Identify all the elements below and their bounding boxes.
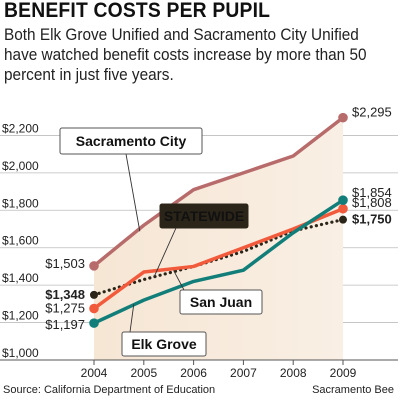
- callout-leader-san-juan: [173, 270, 185, 291]
- end-value-label: $1,808: [352, 195, 392, 210]
- x-tick-label: 2006: [180, 366, 207, 380]
- callout-label-statewide: STATEWIDE: [164, 208, 244, 224]
- series-callouts: Sacramento City STATEWIDE San Juan Elk Grov…: [59, 127, 263, 357]
- sacramento-area-fill: [94, 117, 343, 361]
- source-note: Source: California Department of Educati…: [3, 384, 216, 396]
- y-tick-label: $1,600: [2, 234, 39, 248]
- callout-box-san-juan: [179, 289, 263, 315]
- callout-label-elk-grove: Elk Grove: [131, 336, 197, 352]
- start-point: [89, 261, 99, 271]
- axes: $1,000 $1,200 $1,400 $1,600 $1,800 $2,000 $2,2…: [0, 121, 398, 380]
- end-value-label: $1,750: [352, 212, 392, 227]
- end-value-label: $2,295: [352, 105, 392, 120]
- start-point: [89, 318, 99, 328]
- start-value-label: $1,348: [45, 287, 85, 302]
- series-line-sacramento-city: [92, 115, 345, 268]
- end-value-label: $1,854: [352, 185, 392, 200]
- end-point: [338, 203, 348, 214]
- start-point: [89, 303, 99, 314]
- callout-box-statewide: [159, 203, 249, 229]
- credit-note: Sacramento Bee: [312, 384, 394, 396]
- y-tick-label: $2,200: [2, 121, 39, 135]
- end-point: [338, 195, 348, 205]
- y-tick-label: $1,400: [2, 271, 39, 285]
- series-line-elk-grove: [92, 198, 345, 325]
- y-tick-label: $1,200: [2, 309, 39, 323]
- series-lines: [89, 112, 348, 328]
- y-tick-label: $1,800: [2, 196, 39, 210]
- callout-leader-sacramento-city: [125, 153, 141, 232]
- start-value-label: $1,503: [45, 256, 85, 271]
- start-point: [90, 290, 98, 299]
- callout-label-sacramento-city: Sacramento City: [76, 133, 187, 149]
- x-tick-label: 2009: [330, 366, 357, 380]
- callout-box-sacramento-city: [59, 127, 203, 155]
- y-tick-label: $2,000: [2, 159, 39, 173]
- x-tick-label: 2008: [280, 366, 307, 380]
- callout-leader-elk-grove: [129, 304, 135, 333]
- start-value-label: $1,275: [45, 301, 85, 316]
- end-point: [339, 215, 347, 224]
- callout-box-elk-grove: [121, 331, 207, 357]
- start-value-label: $1,197: [45, 317, 85, 332]
- chart-subtitle: Both Elk Grove Unified and Sacramento Ci…: [4, 26, 367, 84]
- callout-leader-statewide: [153, 227, 177, 278]
- y-tick-label: $1,000: [2, 346, 39, 360]
- data-labels: $1,503 $2,295 $1,348 $1,750 $1,275 $1,808 $1,1…: [45, 105, 392, 332]
- end-point: [338, 112, 348, 123]
- x-tick-label: 2005: [130, 366, 157, 380]
- x-tick-label: 2007: [230, 366, 257, 380]
- x-tick-label: 2004: [81, 366, 108, 380]
- callout-label-san-juan: San Juan: [190, 294, 252, 310]
- chart-title: BENEFIT COSTS PER PUPIL: [4, 0, 271, 22]
